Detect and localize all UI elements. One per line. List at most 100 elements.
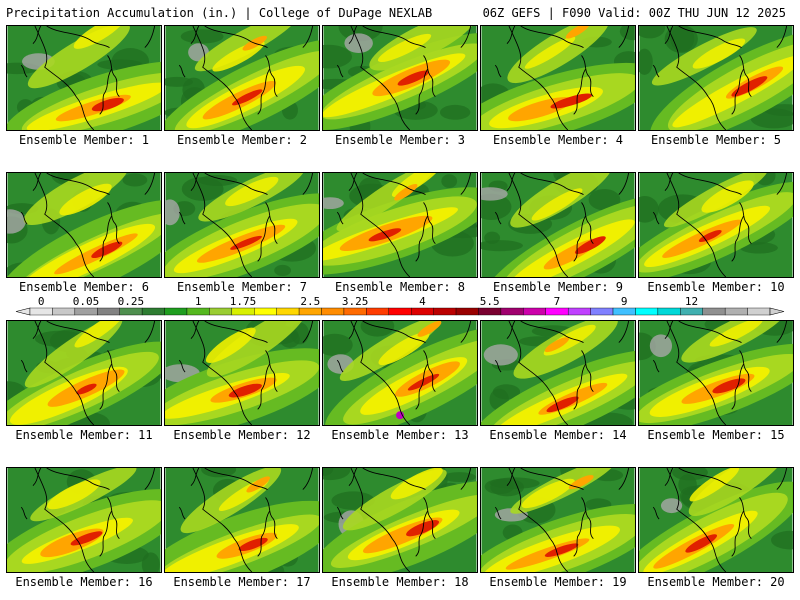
coastline (460, 321, 472, 343)
precip-contour (205, 327, 256, 363)
panel-label: Ensemble Member: 14 (489, 428, 627, 442)
lake-outline (652, 64, 660, 78)
coastline (144, 173, 156, 195)
colorbar-swatch (119, 307, 143, 316)
bay-outline (573, 215, 586, 262)
lake-outline (348, 321, 358, 339)
precip-contour (712, 378, 746, 394)
bay-outline (99, 215, 112, 262)
lake-outline (664, 173, 674, 191)
panel-label: Ensemble Member: 16 (15, 575, 153, 589)
lake-outline (336, 64, 344, 78)
precip-map (638, 467, 794, 573)
precip-contour (685, 534, 718, 553)
precip-band (510, 468, 617, 514)
precip-contour (568, 475, 594, 490)
coastline (739, 202, 752, 244)
precip-contour (672, 468, 708, 481)
colorbar-tick-label: 4 (419, 296, 426, 308)
precip-contour (246, 476, 270, 493)
precip-contour (238, 537, 268, 552)
colorbar-swatch (321, 307, 345, 316)
precip-contour (510, 173, 613, 228)
coastline (144, 321, 156, 343)
lake-outline (204, 173, 268, 195)
colorbar-swatch (724, 307, 748, 316)
precip-contour (481, 187, 508, 201)
lake-outline (506, 173, 516, 191)
coastline (265, 350, 278, 392)
lake-outline (520, 26, 584, 48)
precip-map (638, 172, 794, 278)
colorbar-swatch (366, 307, 389, 316)
lake-outline (20, 506, 28, 520)
precip-map (164, 320, 320, 426)
lake-outline (348, 173, 358, 191)
panel-label: Ensemble Member: 2 (176, 133, 308, 147)
coastline (350, 26, 411, 130)
precip-band (663, 173, 768, 228)
precip-contour (360, 321, 395, 337)
precip-map (322, 172, 478, 278)
panel-label: Ensemble Member: 17 (173, 575, 311, 589)
ensemble-panel: Ensemble Member: 9 (480, 172, 636, 298)
precip-colorbar: 0 0.05 0.25 1 1.75 2.5 3.25 4 5.5 7 9 12 (15, 296, 785, 316)
precip-contour (59, 183, 112, 216)
precip-contour (689, 468, 740, 502)
precip-contour (230, 235, 262, 250)
ensemble-panel: Ensemble Member: 8 (322, 172, 478, 298)
coastline (34, 173, 95, 277)
coastline (34, 26, 95, 130)
coastline (666, 173, 727, 277)
valid-time-label: 06Z GEFS | F090 Valid: 00Z THU JUN 12 20… (482, 6, 786, 20)
ensemble-panel: Ensemble Member: 5 (638, 25, 794, 151)
colorbar-arrow-left (15, 307, 31, 316)
precip-contour (378, 331, 430, 366)
colorbar-swatch (747, 307, 771, 316)
coastline (350, 173, 411, 277)
coastline (508, 468, 569, 572)
coastline (302, 26, 314, 48)
ensemble-panel: Ensemble Member: 19 (480, 467, 636, 593)
precip-contour (76, 383, 97, 395)
lake-outline (678, 173, 742, 195)
precip-contour (484, 231, 501, 244)
coastline (350, 468, 411, 572)
precip-contour (739, 242, 778, 254)
precip-contour (639, 26, 666, 39)
colorbar-swatch (209, 307, 233, 316)
precip-contour (709, 321, 763, 347)
ensemble-panel: Ensemble Member: 2 (164, 25, 320, 151)
precip-map (638, 25, 794, 131)
coastline (423, 350, 436, 392)
coastline (460, 26, 472, 48)
precip-contour (91, 97, 124, 112)
lake-outline (204, 468, 268, 490)
bay-outline (257, 510, 270, 557)
lake-outline (652, 211, 660, 225)
precip-map (164, 25, 320, 131)
colorbar-arrow-right (769, 307, 785, 316)
coastline (302, 321, 314, 343)
precip-map (164, 172, 320, 278)
lake-outline (190, 173, 200, 191)
bay-outline (573, 363, 586, 410)
panel-label: Ensemble Member: 20 (647, 575, 785, 589)
ensemble-panel: Ensemble Member: 20 (638, 467, 794, 593)
coastline (192, 26, 253, 130)
colorbar-swatch (298, 307, 322, 316)
colorbar-swatch (523, 307, 546, 316)
lake-outline (190, 26, 200, 44)
coastline (666, 468, 727, 572)
lake-outline (178, 64, 186, 78)
lake-outline (178, 506, 186, 520)
coastline (776, 26, 788, 48)
lake-outline (336, 506, 344, 520)
colorbar-tick-label: 9 (621, 296, 628, 308)
precip-band (681, 321, 788, 363)
bay-outline (415, 510, 428, 557)
precip-contour (390, 468, 443, 500)
bay-outline (415, 363, 428, 410)
colorbar-tick-label: 3.25 (342, 296, 369, 308)
panel-label: Ensemble Member: 13 (331, 428, 469, 442)
